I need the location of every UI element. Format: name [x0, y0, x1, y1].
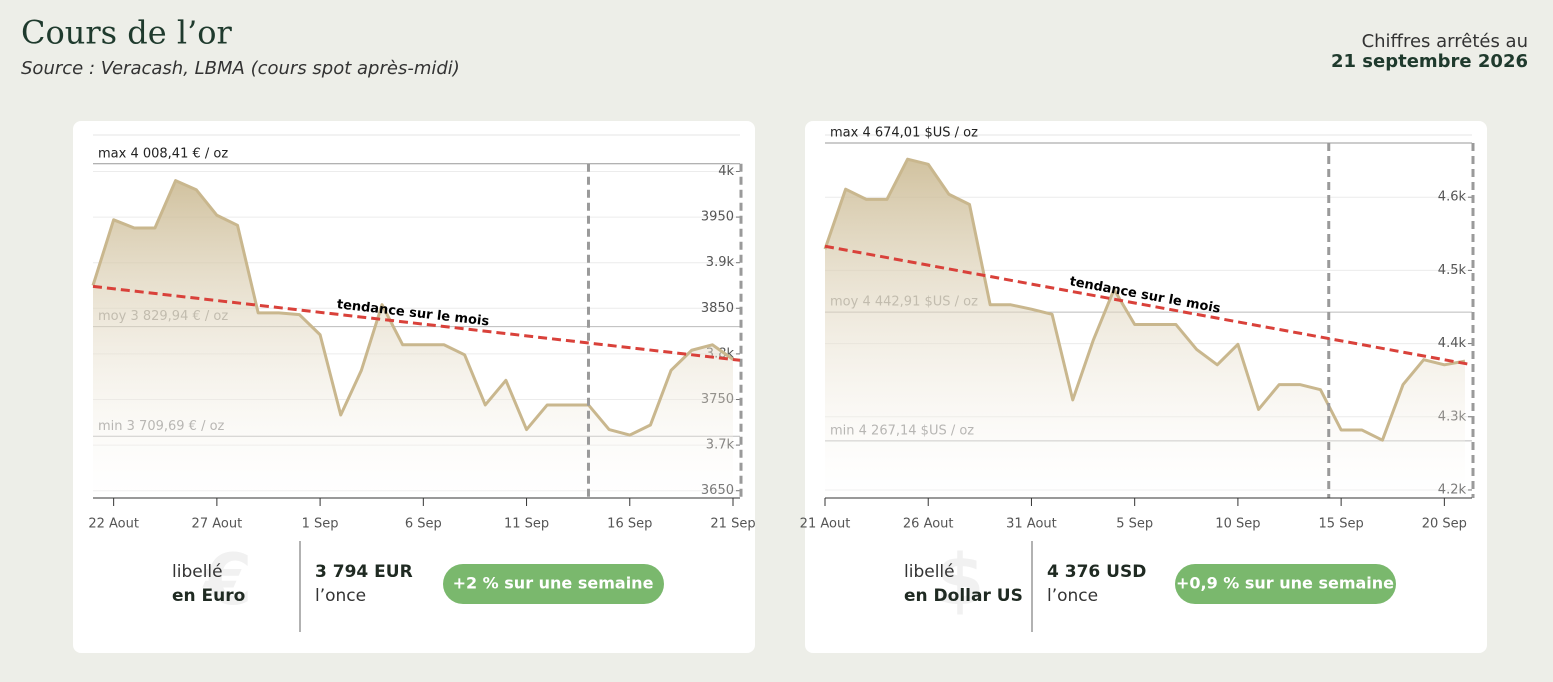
page-title: Cours de l’or: [21, 14, 233, 52]
y-tick-label: 3.9k: [706, 255, 735, 270]
y-tick-label: 4.6k: [1438, 190, 1467, 205]
change-pill: [1175, 564, 1396, 604]
reference-label: max 4 008,41 € / oz: [98, 146, 228, 161]
change-text: +2 % sur une semaine: [453, 574, 654, 593]
x-tick-label: 22 Aout: [88, 517, 139, 532]
area-fill: [93, 180, 733, 498]
x-tick-label: 16 Sep: [607, 517, 652, 532]
x-tick-label: 27 Aout: [192, 517, 243, 532]
price-unit: l’once: [315, 586, 366, 606]
change-pill: [443, 564, 664, 604]
currency-symbol: €: [202, 539, 253, 621]
panel-label: libellé: [172, 562, 223, 582]
x-tick-label: 15 Sep: [1319, 517, 1364, 532]
x-tick-label: 6 Sep: [405, 517, 442, 532]
source: Source : Veracash, LBMA (cours spot aprè…: [21, 58, 460, 79]
date-note: Chiffres arrêtés au: [1362, 31, 1528, 52]
price: 4 376 USD: [1047, 562, 1146, 582]
x-tick-label: 20 Sep: [1422, 517, 1467, 532]
y-tick-label: 4.5k: [1438, 263, 1467, 278]
currency-symbol: $: [936, 539, 985, 621]
x-tick-label: 10 Sep: [1215, 517, 1260, 532]
price: 3 794 EUR: [315, 562, 413, 582]
x-tick-label: 1 Sep: [302, 517, 339, 532]
y-tick-label: 4.4k: [1438, 336, 1467, 351]
panel-label-strong: en Euro: [172, 586, 245, 606]
price-line: [91, 179, 734, 437]
y-tick-label: 3850: [701, 301, 734, 316]
x-tick-label: 31 Aout: [1006, 517, 1057, 532]
panel-label-strong: en Dollar US: [904, 586, 1023, 606]
x-tick-label: 26 Aout: [903, 517, 954, 532]
x-tick-label: 5 Sep: [1116, 517, 1153, 532]
y-tick-label: 3950: [701, 210, 734, 225]
y-tick-label: 4k: [718, 164, 734, 179]
reference-label: max 4 674,01 $US / oz: [830, 126, 978, 141]
price-unit: l’once: [1047, 586, 1098, 606]
x-tick-label: 21 Aout: [800, 517, 851, 532]
x-tick-label: 11 Sep: [504, 517, 549, 532]
x-tick-label: 21 Sep: [710, 517, 755, 532]
trend-line: [92, 284, 741, 362]
panel-label: libellé: [904, 562, 955, 582]
date-value: 21 septembre 2026: [1331, 51, 1528, 72]
change-text: +0,9 % sur une semaine: [1176, 574, 1394, 593]
area-fill: [825, 159, 1465, 498]
trend-line: [824, 244, 1473, 367]
price-line: [823, 157, 1466, 442]
